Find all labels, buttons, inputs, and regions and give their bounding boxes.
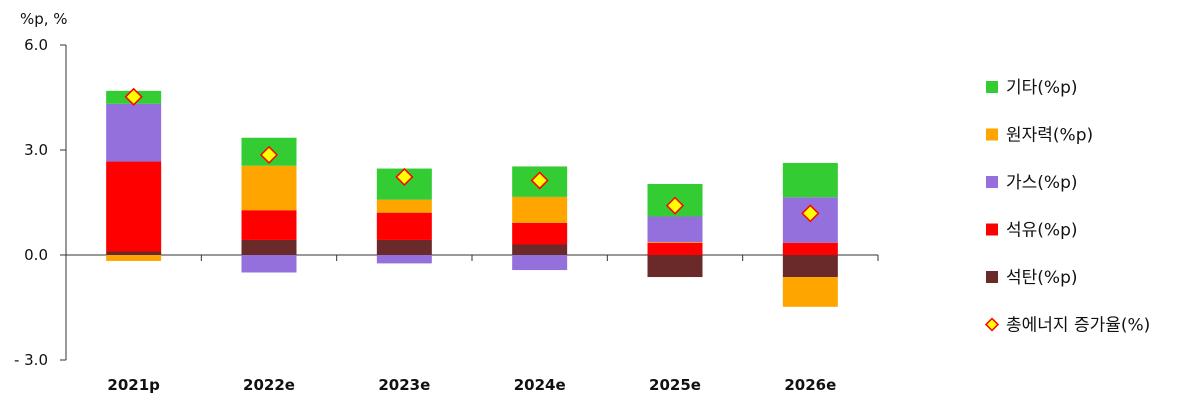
legend-label: 총에너지 증가율(%) (1006, 316, 1150, 336)
legend-swatch (986, 223, 998, 236)
bar-segment (647, 216, 703, 243)
total-growth-marker (665, 196, 685, 215)
legend-swatch-diamond (984, 317, 1000, 332)
axes-group: %p, % 6.0 3.0 0.0 - 3.0 2021p 2022e 2023e 2024e 2… (14, 10, 879, 394)
legend: 기타(%p) 원자력(%p) 가스(%p) 석유(%p) 석탄(%p) 총에너지 증가율(… (984, 78, 1150, 336)
x-category-label: 2024e (514, 376, 566, 394)
bar-segment (241, 239, 297, 255)
y-unit-label: %p, % (20, 10, 68, 28)
x-category-label: 2022e (243, 376, 295, 394)
bar-segment (782, 277, 838, 307)
total-growth-marker (395, 167, 414, 187)
x-category-label: 2025e (649, 376, 701, 394)
bar-segment (782, 255, 838, 278)
legend-label: 원자력(%p) (1006, 126, 1093, 146)
bar-segment (647, 255, 703, 278)
bar-segment (647, 242, 703, 243)
bar-segment (241, 210, 297, 240)
legend-label: 가스(%p) (1006, 173, 1078, 193)
x-category-label: 2023e (378, 376, 430, 394)
legend-swatch (986, 271, 998, 283)
bar-segment (512, 222, 568, 245)
bar-segment (376, 255, 432, 264)
x-category-label: 2026e (784, 376, 836, 394)
bar-segment (106, 255, 162, 261)
total-growth-marker (530, 171, 549, 190)
bar-segment (512, 244, 568, 255)
y-tick-label: 0.0 (24, 246, 48, 264)
total-growth-marker (259, 145, 279, 164)
bar-segment (106, 251, 162, 255)
legend-label: 석탄(%p) (1006, 268, 1078, 288)
total-growth-marker (801, 204, 820, 223)
total-growth-marker (124, 87, 143, 106)
legend-label: 석유(%p) (1006, 221, 1078, 241)
bar-segment (512, 255, 568, 271)
markers-group (124, 87, 820, 223)
bar-segment (241, 165, 297, 211)
bar-segment (782, 162, 838, 198)
bar-segment (106, 103, 162, 162)
bar-segment (106, 161, 162, 252)
y-tick-label: 3.0 (24, 141, 48, 159)
bar-segment (376, 199, 432, 213)
bars-group (106, 90, 838, 307)
bar-segment (647, 242, 703, 255)
bar-segment (782, 242, 838, 255)
legend-swatch (986, 128, 998, 141)
bar-segment (376, 212, 432, 240)
bar-segment (241, 255, 297, 273)
x-category-label: 2021p (107, 376, 160, 394)
legend-label: 기타(%p) (1006, 78, 1078, 98)
bar-segment (512, 196, 568, 223)
y-tick-label: - 3.0 (14, 351, 48, 369)
legend-swatch (986, 176, 998, 188)
legend-swatch (986, 81, 998, 93)
bar-segment (376, 239, 432, 255)
y-tick-label: 6.0 (24, 36, 48, 54)
